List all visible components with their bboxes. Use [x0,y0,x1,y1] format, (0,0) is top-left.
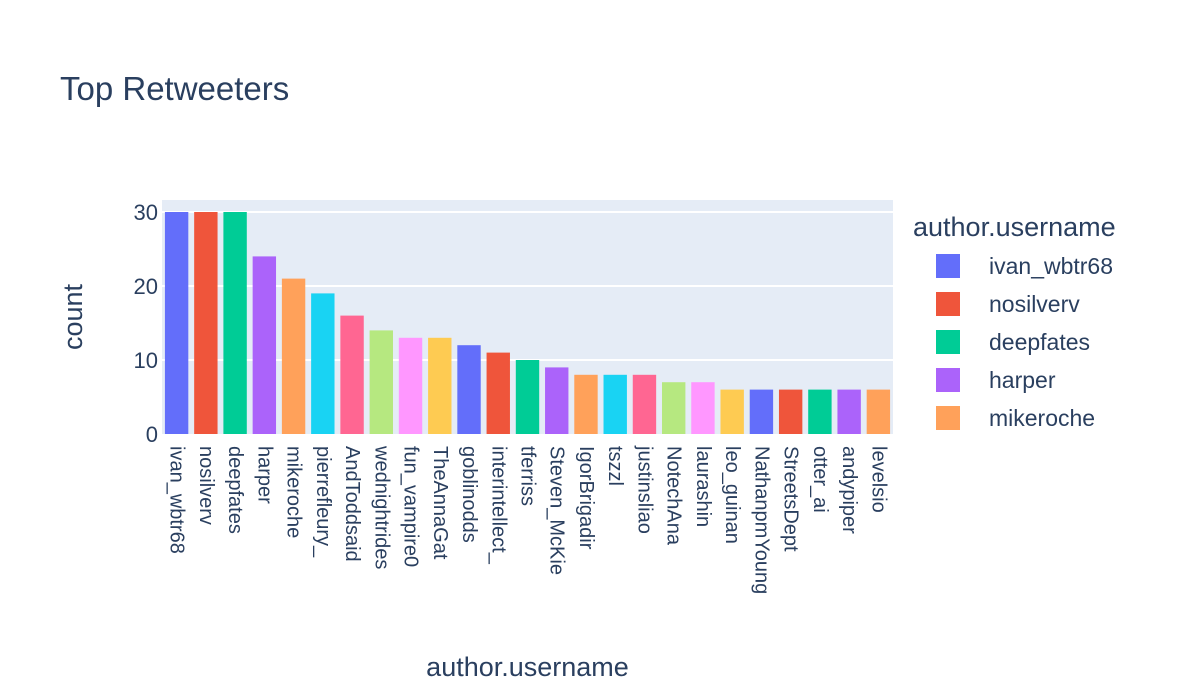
legend-entry-label: nosilverv [989,291,1080,317]
legend-swatch [936,330,960,354]
x-tick-label: pierrefleury_ [312,446,334,558]
bar [866,389,891,434]
legend-swatch [936,406,960,430]
bar [223,212,247,434]
bar [603,374,627,434]
legend-swatch [936,368,960,392]
bars [164,212,891,434]
x-tick-label: goblinodds [458,446,480,543]
bar [340,315,364,434]
legend-swatch [936,292,960,316]
bar [837,389,861,434]
x-tick-label: levelsio [867,446,889,513]
legend-entry-label: deepfates [989,329,1090,355]
x-tick-label: deepfates [224,446,246,534]
x-tick-label: wednightrides [370,445,392,569]
x-tick-label: NotechAna [663,446,685,546]
bar [808,389,832,434]
x-tick-labels: ivan_wbtr68 nosilverv deepfates harper miker… [166,445,890,594]
bar [749,389,774,434]
x-tick-label: tszzl [604,446,626,486]
x-tick-label: fun_vampire0 [400,446,422,567]
bar [194,212,218,434]
y-tick-label: 10 [134,348,158,373]
x-tick-label: leo_guinan [721,446,743,544]
y-tick-label: 30 [134,200,158,225]
bar [662,382,686,434]
x-tick-label: mikeroche [283,446,305,538]
bar [281,278,306,434]
bar [428,337,452,434]
legend-entry-label: mikeroche [989,405,1095,431]
y-tick-label: 20 [134,274,158,299]
x-tick-label: laurashin [692,446,714,527]
bar [311,293,335,434]
x-tick-label: TheAnnaGat [429,446,451,560]
x-tick-label: interintellect_ [487,446,509,565]
y-tick-labels: 0 10 20 30 [134,200,158,447]
bar [369,330,393,434]
x-tick-label: StreetsDept [780,446,802,552]
bar [545,367,569,434]
legend: author.username ivan_wbtr68 nosilverv deep… [913,212,1116,431]
x-tick-label: tferriss [517,446,539,506]
x-tick-label: Steven_McKie [546,446,568,575]
y-axis-label: count [58,283,88,350]
bar [515,360,540,434]
legend-swatch [936,254,960,278]
x-tick-label: ivan_wbtr68 [166,446,188,554]
legend-title: author.username [913,212,1116,242]
x-tick-label: AndToddsaid [341,446,363,562]
x-tick-label: otter_ai [809,446,831,513]
bar [778,389,803,434]
bar [457,345,481,434]
bar [720,389,744,434]
chart-title: Top Retweeters [60,70,289,107]
x-tick-label: justinsliao [633,445,655,534]
bar [164,212,189,434]
x-axis-label: author.username [426,652,629,682]
x-tick-label: NathanpmYoung [750,446,772,594]
bar [574,374,598,434]
x-tick-label: andypiper [838,446,860,534]
bar [252,256,277,434]
legend-entry-label: ivan_wbtr68 [989,253,1113,279]
x-tick-label: harper [253,446,275,504]
y-tick-label: 0 [146,422,158,447]
bar [691,382,715,434]
x-tick-label: nosilverv [195,446,217,525]
x-tick-label: IgorBrigadir [575,446,597,550]
bar [632,374,657,434]
bar [486,352,510,434]
bar [398,337,423,434]
legend-entry-label: harper [989,367,1056,393]
